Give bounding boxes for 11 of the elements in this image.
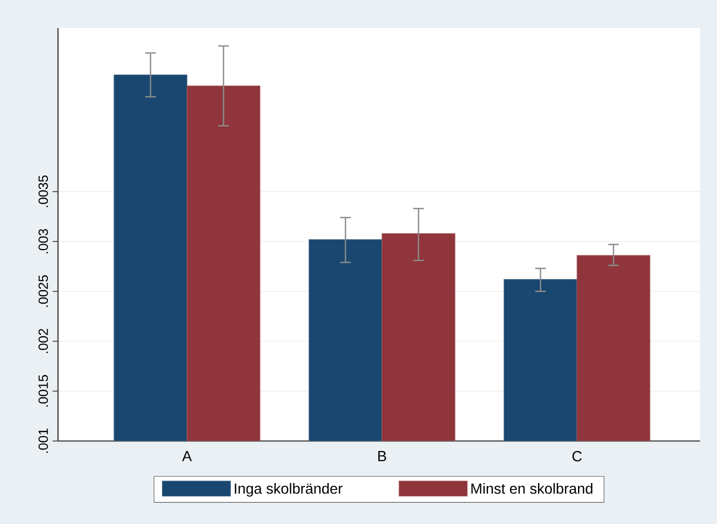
x-tick-label: B: [378, 451, 386, 462]
y-tick-label: .0025: [38, 275, 48, 307]
y-tick-label: .001: [38, 428, 48, 453]
y-tick-label: .0015: [38, 374, 48, 407]
y-tick-label: .003: [38, 229, 48, 254]
x-tick-label: A: [182, 451, 192, 462]
legend-label: Inga skolbränder: [234, 483, 342, 497]
y-tick-label: .002: [38, 328, 48, 353]
y-tick-label: .0035: [38, 175, 48, 208]
legend-label: Minst en skolbrand: [471, 483, 592, 494]
x-tick-label: C: [572, 451, 582, 462]
